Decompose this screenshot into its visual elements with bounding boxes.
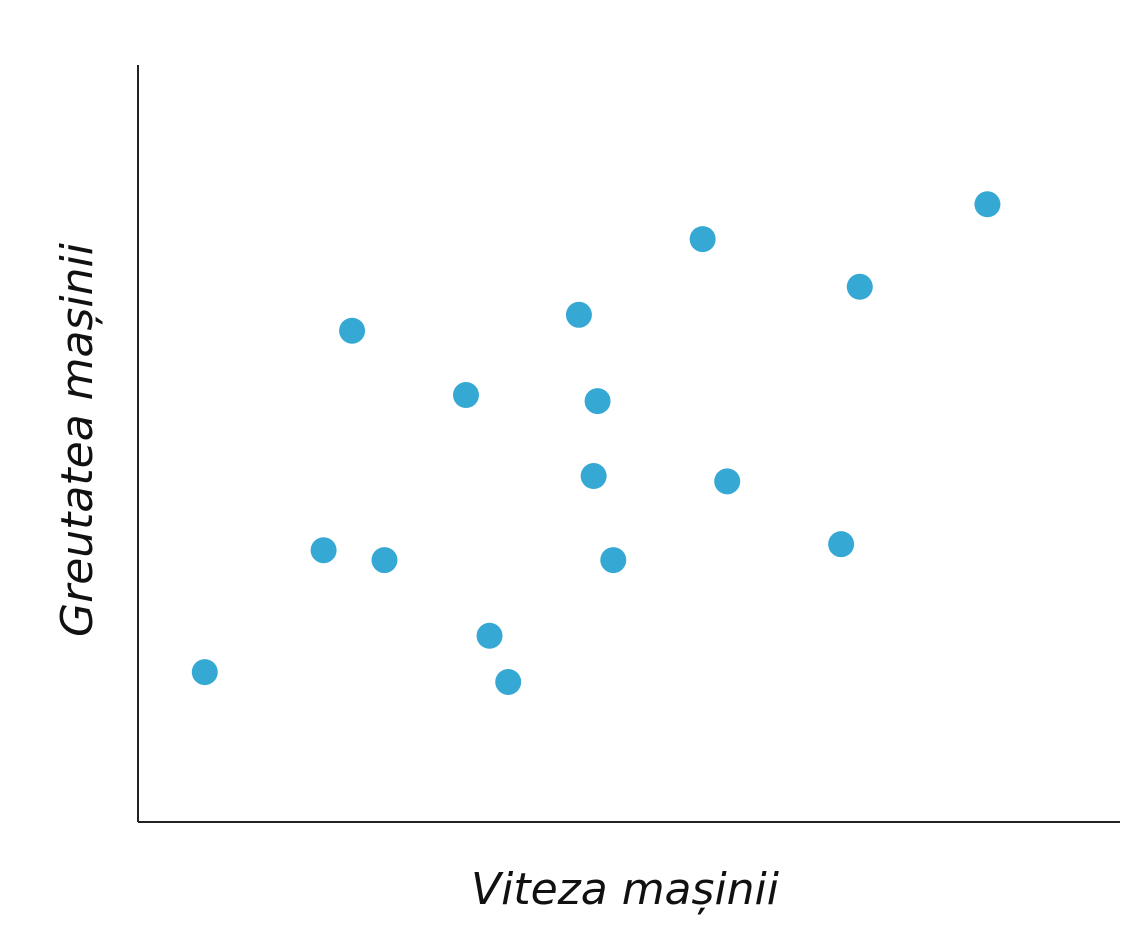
point [828,531,855,558]
y-axis-label: Greutatea mașinii [52,242,103,637]
point [689,226,716,253]
point [600,547,627,574]
point [565,301,592,328]
x-axis-label: Viteza mașinii [471,864,780,915]
point [310,537,337,564]
point [339,317,366,344]
point [476,622,503,649]
point [714,468,741,495]
point [974,191,1001,218]
point [191,659,218,686]
point [580,463,607,490]
point [495,668,522,695]
point [584,388,611,415]
point [371,547,398,574]
point [846,273,873,300]
point [452,382,479,409]
